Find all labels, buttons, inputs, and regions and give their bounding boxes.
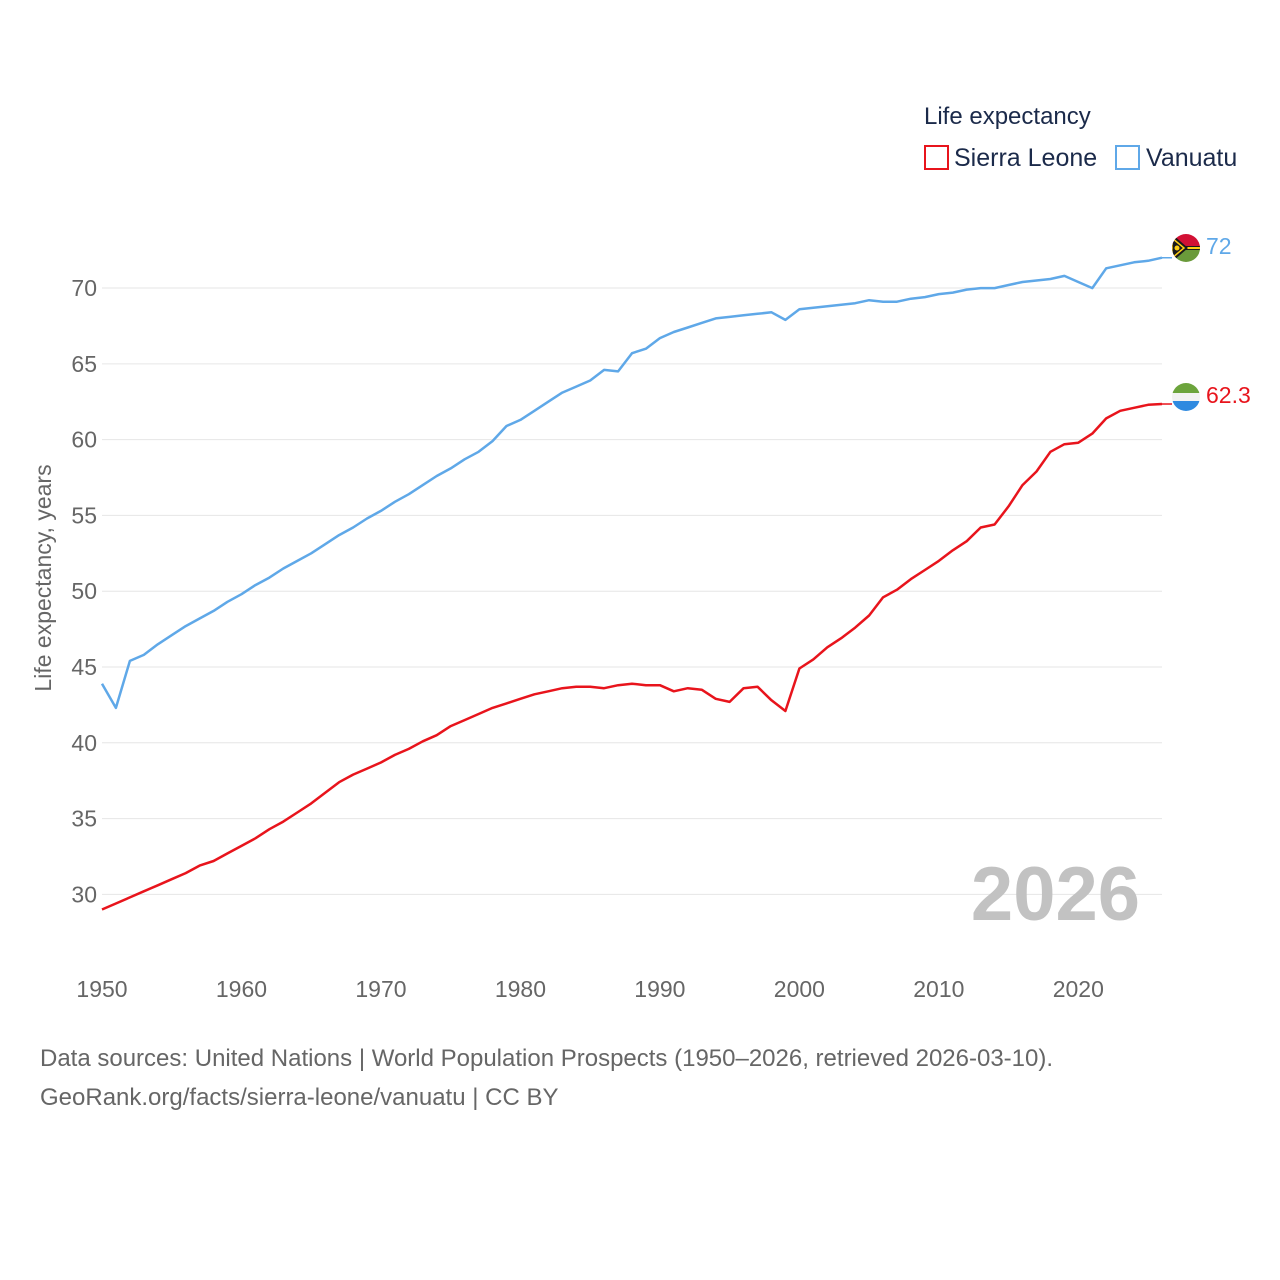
y-tick-label: 70 xyxy=(71,275,97,301)
legend-label-vanuatu[interactable]: Vanuatu xyxy=(1146,144,1237,172)
y-axis-ticks: 30 35 40 45 50 55 60 65 70 xyxy=(71,275,97,907)
y-tick-label: 50 xyxy=(71,578,97,604)
end-label-sierra-leone: 62.3 xyxy=(1206,382,1251,408)
y-tick-label: 55 xyxy=(71,502,97,528)
x-tick-label: 2000 xyxy=(774,976,825,1002)
legend-title: Life expectancy xyxy=(924,103,1091,130)
x-tick-label: 1990 xyxy=(634,976,685,1002)
y-tick-label: 30 xyxy=(71,881,97,907)
series-layer xyxy=(100,256,1172,911)
x-axis-ticks: 1950 1960 1970 1980 1990 2000 2010 2020 xyxy=(76,976,1103,1002)
vanuatu-flag-icon xyxy=(1172,234,1200,262)
legend-label-sierra-leone[interactable]: Sierra Leone xyxy=(954,144,1097,172)
y-axis-title: Life expectancy, years xyxy=(30,464,56,691)
y-tick-label: 60 xyxy=(71,427,97,453)
source-link[interactable]: GeoRank.org/facts/sierra-leone/vanuatu |… xyxy=(40,1084,559,1111)
source-footer: Data sources: United Nations | World Pop… xyxy=(40,1045,1054,1072)
end-label-vanuatu: 72 xyxy=(1206,233,1232,259)
x-tick-label: 1980 xyxy=(495,976,546,1002)
legend-swatch-vanuatu[interactable] xyxy=(1115,145,1140,170)
y-tick-label: 65 xyxy=(71,351,97,377)
y-tick-label: 35 xyxy=(71,806,97,832)
series-line-sierra-leone[interactable] xyxy=(101,402,1163,911)
x-tick-label: 1960 xyxy=(216,976,267,1002)
x-tick-label: 1950 xyxy=(76,976,127,1002)
y-tick-label: 45 xyxy=(71,654,97,680)
x-tick-label: 2010 xyxy=(913,976,964,1002)
year-watermark: 2026 xyxy=(971,852,1140,937)
sierra-leone-flag-icon xyxy=(1172,383,1200,411)
legend[interactable]: Life expectancy Sierra Leone Vanuatu xyxy=(924,103,1237,172)
gridlines xyxy=(102,287,1162,895)
x-tick-label: 2020 xyxy=(1053,976,1104,1002)
x-tick-label: 1970 xyxy=(355,976,406,1002)
legend-swatch-sierra-leone[interactable] xyxy=(924,145,949,170)
y-tick-label: 40 xyxy=(71,730,97,756)
series-line-vanuatu[interactable] xyxy=(100,256,1163,710)
